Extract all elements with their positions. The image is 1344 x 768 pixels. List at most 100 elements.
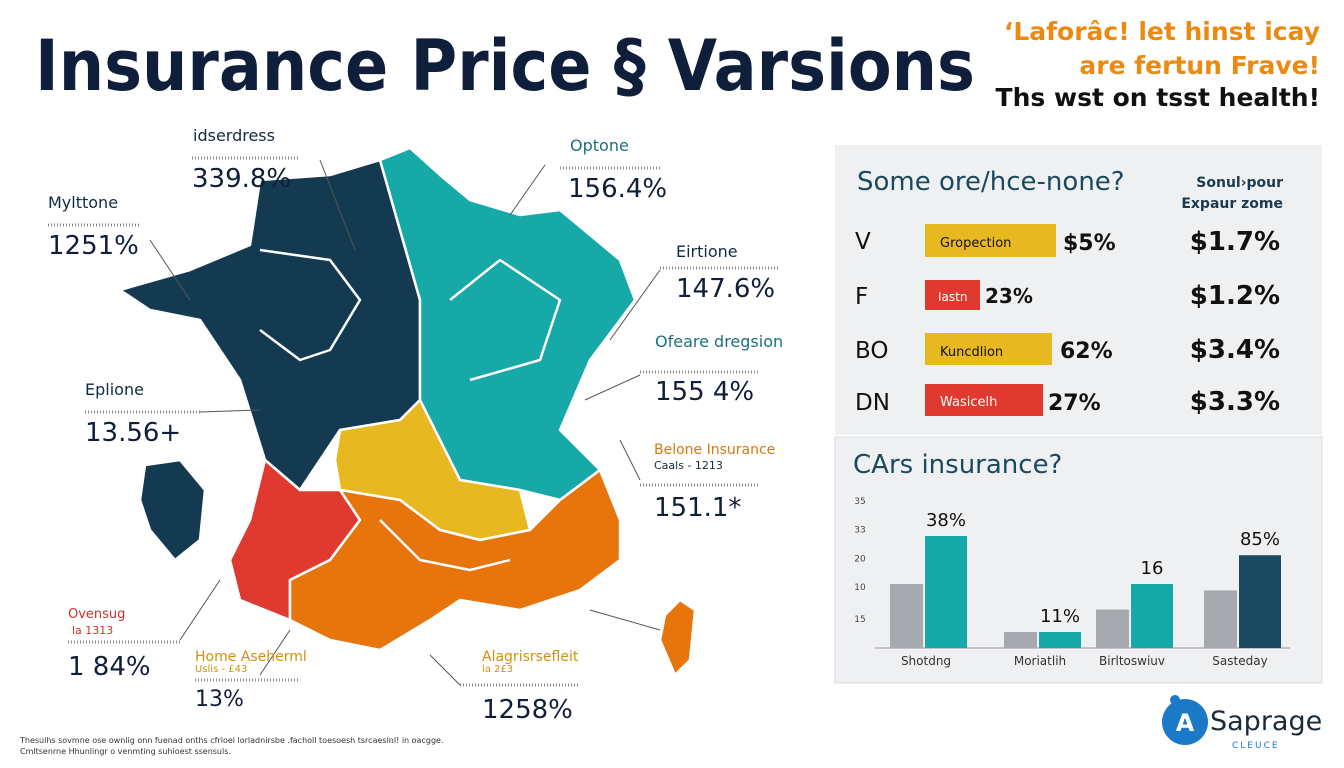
callout-value: 147.6% (676, 274, 775, 304)
row-bar (925, 280, 980, 310)
tagline: ‘Laforâc! let hinst icay (1004, 17, 1320, 46)
bar-chart: 35 33 20 10 15 Shotdng 38% Moriatlih 11% Birltosw… (854, 497, 1290, 668)
x-tick-label: Shotdng (901, 654, 951, 668)
callout-label: Eirtione (676, 242, 738, 261)
row-code: F (855, 284, 868, 310)
bar (1004, 632, 1037, 648)
row-code: BO (855, 338, 888, 364)
leader (609, 269, 661, 341)
bar (890, 584, 923, 648)
leader (259, 629, 291, 676)
y-tick-label: 33 (854, 526, 865, 536)
bar-annotation: 16 (1141, 558, 1164, 579)
leader (319, 159, 356, 251)
title: Insurance Price § Varsions (35, 25, 975, 107)
region (378, 146, 637, 502)
region (658, 598, 697, 677)
logo-name: Saprage (1210, 706, 1322, 737)
row-pct: 27% (1048, 391, 1101, 416)
callout-sublabel: la 1313 (72, 624, 113, 637)
tagline: are fertun Frave! (1079, 51, 1320, 80)
leader (429, 654, 461, 686)
footer-note: Cmltsenrne Hhunlingr o venmting suhioest… (20, 747, 231, 756)
row-pct: $5% (1063, 231, 1116, 256)
leader (584, 374, 641, 401)
callout-value: 339.8% (192, 164, 291, 194)
logo-dot (1170, 695, 1180, 705)
callout-value: 1251% (48, 231, 139, 261)
row-bar-label: Gropection (940, 236, 1011, 251)
row-bar (925, 333, 1052, 365)
bar (1239, 555, 1281, 648)
leader (199, 409, 261, 413)
bar (1131, 584, 1173, 648)
leader (619, 439, 641, 481)
map (118, 146, 697, 677)
row-bar (925, 384, 1043, 416)
callout-label: Ofeare dregsion (655, 332, 783, 351)
x-tick-label: Sasteday (1212, 654, 1267, 668)
border (379, 519, 511, 572)
border (449, 258, 562, 382)
panel-title: Some ore/hce-none? (857, 167, 1125, 197)
callout-sublabel: la 2£3 (482, 664, 513, 675)
row-code: V (855, 229, 871, 255)
row-bar (925, 224, 1056, 257)
callout-value: 151.1* (654, 493, 741, 523)
callout-label: Mylttone (48, 193, 118, 212)
rows: V Gropection $5% $1.7% F Iastn 23% $1.2%… (855, 224, 1280, 417)
row-price: $1.7% (1190, 227, 1280, 257)
region (138, 458, 207, 562)
bar (925, 536, 967, 648)
row-pct: 23% (985, 284, 1033, 308)
callout-value: 1258% (482, 695, 573, 725)
row-bar-label: Iastn (938, 290, 967, 304)
border (259, 248, 362, 362)
column-header: Expaur zome (1181, 196, 1283, 212)
y-tick-label: 20 (854, 554, 866, 564)
tagline: Ths wst on tsst health! (996, 83, 1320, 112)
row-price: $3.4% (1190, 335, 1280, 365)
y-tick-label: 15 (854, 615, 865, 625)
leader (149, 239, 191, 301)
bar (1204, 590, 1237, 648)
row-price: $3.3% (1190, 387, 1280, 417)
y-tick-label: 10 (854, 583, 866, 593)
leader (179, 579, 221, 641)
row-bar-label: Kuncdlion (940, 345, 1003, 360)
panel (835, 145, 1322, 435)
column-header: Sonul›pour (1196, 175, 1283, 191)
logo-mark (1162, 699, 1208, 745)
bar (1096, 609, 1129, 648)
bar (1039, 632, 1081, 648)
logo-letter: A (1176, 709, 1195, 737)
callout-label: idserdress (193, 126, 275, 145)
callout-value: 155 4% (655, 377, 754, 407)
row-price: $1.2% (1190, 281, 1280, 311)
callout-sublabel: Uslis - £43 (195, 664, 247, 675)
callout-label: Home Aseherml (195, 649, 307, 665)
x-tick-label: Birltoswiuv (1099, 654, 1165, 668)
bar-annotation: 85% (1240, 529, 1280, 550)
logo-tag: CLEUCE (1232, 741, 1280, 751)
bar-annotation: 38% (926, 510, 966, 531)
callout-label: Alagrisrsefleit (482, 649, 579, 665)
leaders (48, 156, 780, 687)
row-bar-label: Wasicelh (940, 395, 997, 410)
callout-label: Eplione (85, 380, 144, 399)
callout-value: 13% (195, 687, 244, 712)
leader (589, 609, 661, 631)
callout-value: 13.56+ (85, 418, 181, 448)
callout-value: 156.4% (568, 174, 667, 204)
callout-value: 1 84% (68, 652, 151, 682)
bar-annotation: 11% (1040, 606, 1080, 627)
region (288, 468, 622, 652)
row-pct: 62% (1060, 339, 1113, 364)
callout-label: Optone (570, 136, 629, 155)
leader (509, 164, 546, 216)
x-tick-label: Moriatlih (1014, 654, 1066, 668)
row-code: DN (855, 390, 890, 416)
footer-note: Thesulhs sovmne ose ownlig onn fuenad on… (19, 736, 443, 745)
callouts: idserdress 339.8% Mylttone 1251% Optone … (48, 126, 783, 725)
